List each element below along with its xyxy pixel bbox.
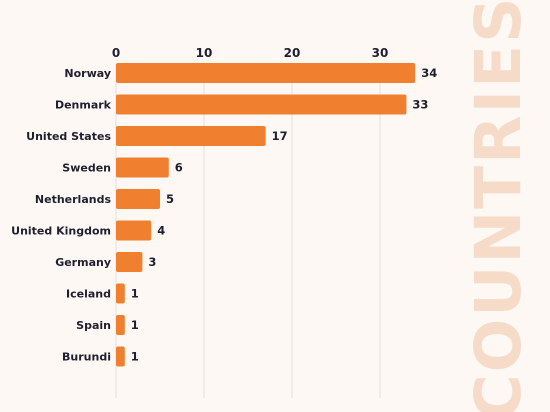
value-labels: 34 33 17 6 5 4 3 1 1 1 (131, 66, 437, 364)
value-label: 5 (166, 192, 174, 206)
x-axis-ticks: 0 10 20 30 (112, 46, 389, 60)
value-label: 6 (175, 161, 183, 175)
value-label: 1 (131, 287, 139, 301)
category-label: Norway (64, 67, 111, 80)
category-label: United States (26, 130, 111, 143)
bar (116, 63, 416, 83)
chart-title: COUNTRIES (462, 0, 535, 412)
category-label: Burundi (62, 351, 111, 364)
bar (116, 283, 125, 304)
value-label: 34 (421, 66, 437, 80)
category-labels: Norway Denmark United States Sweden Netherla… (11, 67, 112, 364)
x-tick-label: 20 (284, 46, 301, 60)
category-label: Sweden (62, 162, 111, 175)
x-tick-label: 0 (112, 46, 120, 60)
category-label: Germany (55, 256, 111, 269)
category-label: Spain (76, 319, 111, 332)
bar (116, 157, 169, 178)
bar (116, 315, 125, 335)
category-label: Netherlands (35, 193, 112, 206)
bar (116, 126, 266, 146)
bar (116, 346, 125, 367)
category-label: Denmark (55, 99, 112, 112)
x-tick-label: 10 (196, 46, 213, 60)
value-label: 33 (412, 98, 428, 112)
x-tick-label: 30 (372, 46, 389, 60)
bar (116, 220, 152, 241)
value-label: 17 (272, 129, 288, 143)
bar (116, 94, 407, 115)
bars (116, 63, 416, 367)
bar (116, 252, 143, 272)
value-label: 1 (131, 318, 139, 332)
bar (116, 189, 160, 209)
value-label: 1 (131, 350, 139, 364)
value-label: 4 (157, 224, 165, 238)
category-label: Iceland (66, 288, 111, 301)
category-label: United Kingdom (11, 225, 111, 238)
value-label: 3 (148, 255, 156, 269)
